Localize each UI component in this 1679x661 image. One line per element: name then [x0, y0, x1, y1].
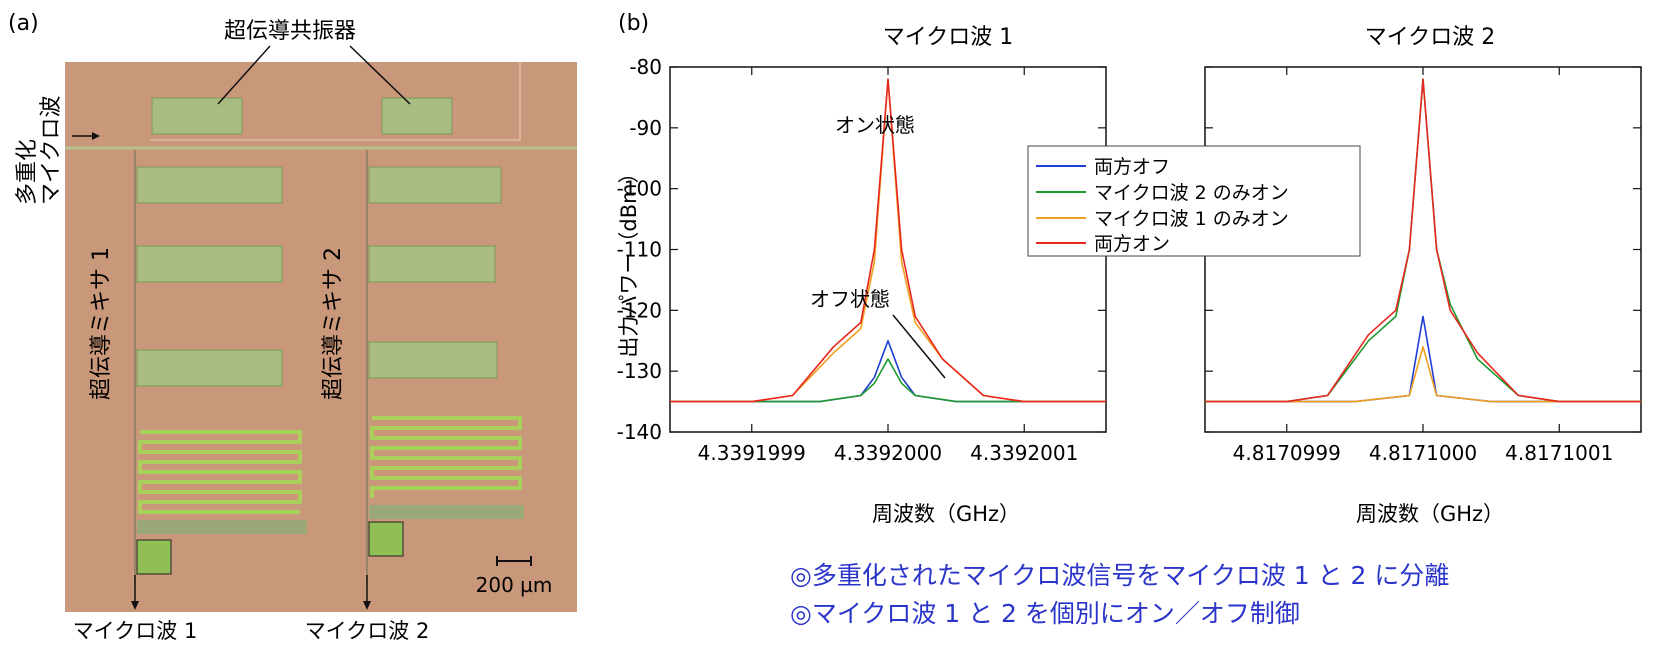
chart-1-xlabel: 周波数（GHz）: [872, 502, 1020, 526]
scale-bar-label: 200 µm: [476, 573, 553, 597]
panel-a-label: (a): [8, 11, 39, 36]
chip-trace: [150, 62, 521, 141]
chart-1-ylabel: 出力パワー（dBm）: [617, 162, 641, 357]
mixer-1-pad-2: [136, 245, 283, 283]
chart-2-series-both-on: [1205, 78, 1641, 403]
input-label-line2: マイクロ波: [39, 95, 64, 205]
mixer-2-label: 超伝導ミキサ 2: [321, 247, 346, 400]
mixer-2-pad-1: [368, 166, 502, 204]
chart-2-title: マイクロ波 2: [1365, 25, 1496, 50]
output-2-label: マイクロ波 2: [305, 619, 430, 643]
input-label-line1: 多重化: [15, 139, 40, 205]
legend-item-mw2-only: マイクロ波 2 のみオン: [1094, 182, 1289, 204]
chart-2-series-both-off: [1205, 315, 1641, 403]
chart-1-ytick-label: -120: [617, 298, 662, 322]
chart-2-xtick-label: 4.8171001: [1505, 441, 1613, 465]
legend-item-mw1-only: マイクロ波 1 のみオン: [1094, 208, 1289, 230]
mixer-2-pad-square: [368, 521, 404, 557]
output-1-label: マイクロ波 1: [73, 619, 198, 643]
resonator-pointer-2: [349, 45, 411, 105]
chart-1-ytick-label: -90: [629, 116, 662, 140]
mixer-2-pad-2: [368, 245, 496, 283]
mixer-1-meander: [138, 430, 302, 514]
chart-1-ytick-label: -140: [617, 420, 662, 444]
panel-b: (b) マイクロ波 1 マイクロ波 2 出力パワー（dBm） -140-130-…: [617, 11, 1642, 526]
resonator-1: [151, 97, 243, 135]
mixer-1-pad-square: [136, 539, 172, 575]
mixer-1-label: 超伝導ミキサ 1: [89, 247, 114, 400]
chart-1-series-mw2-only-on: [670, 358, 1106, 403]
mixer-2-meander: [370, 416, 522, 498]
chart-1-series-both-off: [670, 339, 1106, 403]
output-1-arrow-head: [131, 601, 139, 610]
chart-2-xtick-label: 4.8170999: [1233, 441, 1341, 465]
caption-line-2: ◎マイクロ波 1 と 2 を個別にオン／オフ制御: [790, 599, 1300, 628]
legend: 両方オフ マイクロ波 2 のみオン マイクロ波 1 のみオン 両方オン: [1027, 145, 1361, 257]
chart-2-series-mw1-only-on: [1205, 345, 1641, 403]
mixer-1-pad-1: [136, 166, 283, 204]
resonator-label: 超伝導共振器: [224, 19, 356, 44]
resonator-2: [381, 97, 453, 135]
mixer-1-pad-3: [136, 349, 283, 387]
chart-1-ytick-label: -110: [617, 238, 662, 262]
annotation-on-state: オン状態: [835, 113, 915, 137]
chart-1-xtick-label: 4.3392001: [970, 441, 1078, 465]
chart-2-plot-area: 4.8170999 4.8171000 4.8171001: [1204, 66, 1642, 465]
legend-item-both-on: 両方オン: [1094, 233, 1170, 255]
panel-a: (a) 超伝導共振器 超伝導ミキサ 1 超伝導ミキサ 2 多重化: [8, 11, 577, 643]
annotation-off-state: オフ状態: [810, 287, 890, 311]
chart-2-xlabel: 周波数（GHz）: [1356, 502, 1504, 526]
output-2-arrow-head: [363, 601, 371, 610]
chart-1-xtick-label: 4.3391999: [698, 441, 806, 465]
chart-1-ytick-label: -80: [629, 55, 662, 79]
input-arrow-head: [92, 132, 100, 140]
chart-1-ytick-label: -100: [617, 177, 662, 201]
resonator-pointer-1: [217, 45, 271, 105]
mixer-2-pad-3: [368, 341, 498, 379]
caption-line-1: ◎多重化されたマイクロ波信号をマイクロ波 1 と 2 に分離: [790, 561, 1450, 590]
mixer-1-strip: [137, 520, 307, 534]
chart-2-xtick-label: 4.8171000: [1369, 441, 1477, 465]
legend-item-both-off: 両方オフ: [1094, 156, 1170, 178]
chart-1-series-both-on: [670, 78, 1106, 403]
chart-1-title: マイクロ波 1: [883, 25, 1014, 50]
chart-1-plot-area: -140 -130 -120 -110 -100 -90 -80 4.3391999 4.339…: [617, 55, 1107, 465]
legend-box: [1027, 145, 1361, 257]
chart-1-ytick-label: -130: [617, 359, 662, 383]
annotation-off-state-pointer: [892, 314, 946, 379]
mixer-2-strip: [369, 505, 524, 519]
chart-1-xtick-label: 4.3392000: [834, 441, 942, 465]
panel-b-label: (b): [618, 11, 649, 36]
